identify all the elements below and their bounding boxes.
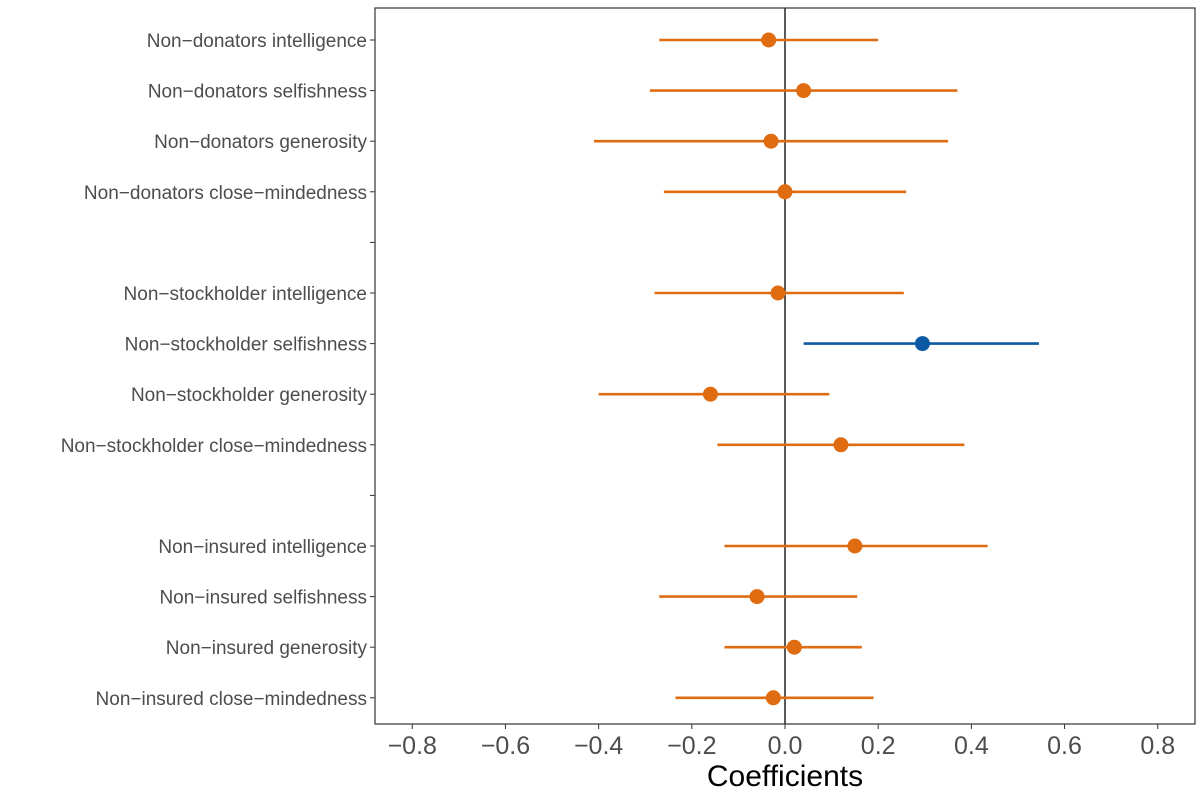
coefficient-point bbox=[786, 639, 802, 655]
coefficient-point bbox=[770, 285, 786, 301]
x-tick-label: 0.2 bbox=[861, 732, 896, 760]
y-tick-label: Non−donators close−mindedness bbox=[84, 183, 367, 204]
y-tick-label: Non−stockholder generosity bbox=[131, 385, 368, 406]
x-tick-label: 0.4 bbox=[954, 732, 989, 760]
coefficient-point bbox=[833, 437, 849, 453]
y-tick-label: Non−stockholder close−mindedness bbox=[61, 436, 367, 457]
y-tick-label: Non−donators selfishness bbox=[148, 82, 367, 103]
x-tick-label: −0.2 bbox=[667, 732, 716, 760]
y-tick-label: Non−stockholder selfishness bbox=[125, 335, 367, 356]
x-tick-label: 0.6 bbox=[1047, 732, 1082, 760]
y-tick-label: Non−stockholder intelligence bbox=[124, 284, 367, 305]
coefficient-point bbox=[749, 589, 765, 605]
x-tick-label: −0.8 bbox=[388, 732, 437, 760]
coefficient-point bbox=[914, 336, 930, 352]
coefficient-point bbox=[763, 133, 779, 149]
x-tick-label: −0.6 bbox=[481, 732, 530, 760]
y-tick-label: Non−insured intelligence bbox=[158, 537, 367, 558]
coefficient-point bbox=[702, 386, 718, 402]
y-axis: Non−donators intelligence Non−donators se… bbox=[61, 31, 375, 710]
x-axis-title: Coefficients bbox=[707, 760, 863, 793]
point-group bbox=[702, 32, 930, 706]
y-tick-label: Non−donators intelligence bbox=[147, 31, 367, 52]
x-axis: −0.8 −0.6 −0.4 −0.2 0.0 0.2 0.4 0.6 0.8 bbox=[388, 724, 1175, 760]
y-tick-label: Non−insured selfishness bbox=[159, 588, 367, 609]
coefficient-point bbox=[765, 690, 781, 706]
x-tick-label: 0.8 bbox=[1140, 732, 1175, 760]
y-tick-label: Non−insured close−mindedness bbox=[96, 689, 367, 710]
coefficient-point bbox=[796, 83, 812, 99]
coefficient-point bbox=[761, 32, 777, 48]
y-tick-label: Non−insured generosity bbox=[166, 638, 368, 659]
error-bar-group bbox=[593, 38, 1039, 700]
y-tick-label: Non−donators generosity bbox=[154, 132, 367, 153]
coefficient-point bbox=[777, 184, 793, 200]
coefficient-point bbox=[847, 538, 863, 554]
x-tick-label: −0.4 bbox=[574, 732, 623, 760]
x-tick-label: 0.0 bbox=[768, 732, 803, 760]
